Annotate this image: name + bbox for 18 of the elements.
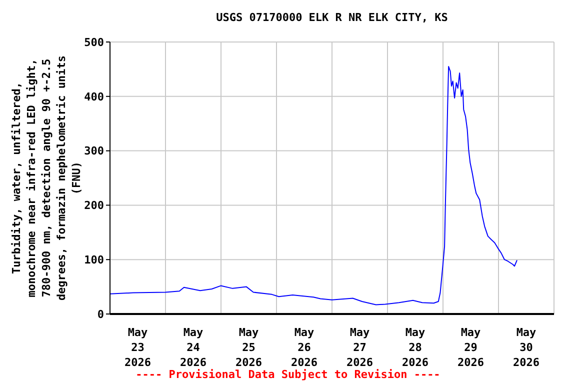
x-tick-label: May 27 2026 — [346, 326, 374, 369]
y-tick-label: 400 — [84, 90, 104, 104]
y-tick-label: 300 — [84, 144, 104, 158]
line-series — [110, 66, 518, 306]
x-tick-label: May 28 2026 — [402, 326, 429, 369]
x-tick-label: May 23 2026 — [124, 326, 152, 369]
y-tick-label: 500 — [84, 36, 104, 49]
y-tick-label: 100 — [84, 254, 104, 267]
chart-title: USGS 07170000 ELK R NR ELK CITY, KS — [215, 11, 449, 24]
y-axis-title: Turbidity, water, unfiltered, monochrome near infra-red LED light, 780-900 nm, detection angle 90 +-2.5 degrees, formazin nephelometric units (FNU) — [10, 55, 83, 301]
x-tick-label: May 30 2026 — [513, 326, 540, 369]
y-tick-label: 200 — [84, 199, 104, 212]
y-tick-label: 0 — [97, 308, 104, 321]
x-tick-label: May 25 2026 — [236, 326, 262, 369]
text: ---- Provisional Data Subject to Revision ---- — [134, 368, 442, 381]
x-tick-label: May 26 2026 — [291, 326, 318, 369]
x-tick-label: May 24 2026 — [180, 326, 207, 369]
x-tick-label: May 29 2026 — [458, 326, 484, 369]
